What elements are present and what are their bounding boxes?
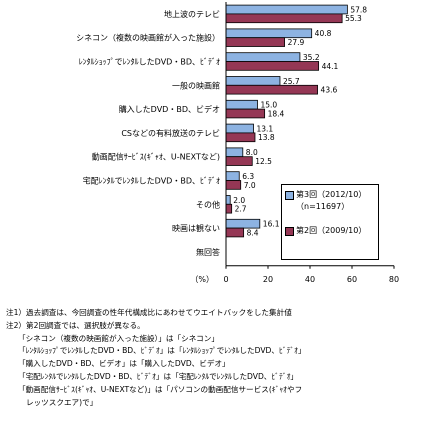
category-label: 購入したDVD・BD、ビデオ	[119, 104, 220, 114]
data-label-series-2: 44.1	[322, 62, 339, 71]
legend-item-series-1-n: （n=11697）	[285, 201, 375, 213]
bar-series-1	[225, 171, 240, 181]
legend-label-series-1: 第3回（2012/10）	[296, 190, 367, 199]
legend-label-series-1-n: （n=11697）	[296, 202, 350, 211]
bar-series-2	[225, 84, 318, 95]
legend-swatch-series-2	[285, 227, 294, 236]
data-label-series-2: 43.6	[321, 86, 338, 95]
data-label-series-2: 13.8	[258, 133, 275, 142]
bar-series-1	[225, 99, 258, 110]
footnotes: 注1）過去調査は、今回調査の性年代構成比にあわせてウエイトバックをした集計値 注…	[6, 307, 426, 409]
bar-series-1	[225, 52, 301, 62]
category-label: 宅配ﾚﾝﾀﾙでﾚﾝﾀﾙしたDVD・BD、ﾋﾞﾃﾞｵ	[83, 176, 220, 186]
note-8: レッツスクエア)で」	[26, 397, 98, 407]
bar-series-2	[225, 203, 233, 214]
bar-series-1	[225, 195, 231, 205]
x-tick-label: 80	[389, 275, 399, 284]
legend-item-series-2: 第2回（2009/10）	[285, 225, 375, 237]
bar-series-1	[225, 28, 313, 39]
category-label: ﾚﾝﾀﾙｼｮｯﾌﾟでﾚﾝﾀﾙしたDVD・BD、ﾋﾞﾃﾞｵ	[79, 58, 220, 67]
note-7: 「動画配信ｻｰﾋﾞｽ(ｷﾞｬｵ、U-NEXTなど)」は「パソコンの動画配信サービ…	[18, 384, 303, 394]
note-2: 注2）第2回調査では、選択肢が異なる。	[6, 320, 145, 330]
data-label-series-2: 12.5	[255, 157, 272, 166]
data-label-series-2: 27.9	[288, 38, 305, 47]
category-label: 一般の映画館	[172, 80, 220, 90]
x-axis-title: （%）	[190, 275, 214, 284]
legend-swatch-series-1	[285, 191, 294, 200]
data-label-series-1: 35.2	[303, 53, 320, 62]
data-label-series-1: 25.7	[283, 77, 300, 86]
bar-series-2	[225, 37, 285, 47]
bar-series-1	[225, 123, 254, 134]
x-tick-label: 60	[347, 275, 357, 284]
bar-series-2	[225, 108, 266, 119]
data-label-series-2: 2.7	[235, 205, 247, 214]
category-label: 動画配信ｻｰﾋﾞｽ(ｷﾞｬｵ、U-NEXTなど)	[92, 152, 220, 162]
note-4: 「ﾚﾝﾀﾙｼｮｯﾌﾟでﾚﾝﾀﾙしたDVD・BD、ﾋﾞﾃﾞｵ」は「ﾚﾝﾀﾙｼｮｯﾌ…	[18, 346, 306, 356]
bar-series-1	[225, 4, 348, 15]
data-label-series-1: 57.8	[350, 5, 367, 14]
bar-series-2	[225, 13, 343, 24]
bar-series-2	[225, 180, 242, 190]
note-5: 「購入したDVD・BD、ビデオ」は「購入したDVD、ビデオ」	[18, 359, 230, 369]
data-label-series-2: 7.0	[244, 181, 256, 190]
note-1: 注1）過去調査は、今回調査の性年代構成比にあわせてウエイトバックをした集計値	[6, 308, 292, 317]
x-tick-label: 0	[223, 275, 228, 284]
category-label: 地上波のテレビ	[164, 9, 220, 19]
bar-series-2	[225, 156, 253, 166]
note-6: 「宅配ﾚﾝﾀﾙでﾚﾝﾀﾙしたDVD・BD、ﾋﾞﾃﾞｵ」は「宅配ﾚﾝﾀﾙでﾚﾝﾀﾙ…	[18, 371, 298, 381]
bar-series-2	[225, 61, 320, 71]
data-label-series-1: 6.3	[242, 172, 254, 181]
x-tick-label: 40	[305, 275, 315, 284]
bar-series-2	[225, 227, 245, 238]
legend-label-series-2: 第2回（2009/10）	[296, 226, 367, 235]
x-tick-label: 20	[263, 275, 273, 284]
data-label-series-2: 18.4	[268, 109, 285, 118]
legend: 第3回（2012/10） （n=11697） 第2回（2009/10）	[281, 184, 379, 260]
data-label-series-1: 13.1	[257, 124, 274, 133]
legend-item-series-1: 第3回（2012/10）	[285, 189, 375, 201]
data-label-series-1: 15.0	[261, 101, 278, 110]
bar-series-1	[225, 76, 281, 86]
bar-series-2	[225, 132, 256, 143]
data-label-series-1: 16.1	[263, 220, 280, 229]
bar-series-1	[225, 147, 244, 158]
category-label: CSなどの有料放送のテレビ	[121, 128, 220, 138]
category-label: 映画は観ない	[172, 223, 220, 233]
data-label-series-1: 2.0	[233, 196, 245, 205]
category-label: その他	[196, 199, 220, 209]
data-label-series-2: 8.4	[247, 228, 259, 237]
data-label-series-2: 55.3	[345, 14, 362, 23]
note-3: 「シネコン（複数の映画館が入った施設）」は「シネコン」	[18, 333, 219, 343]
data-label-series-1: 40.8	[315, 29, 332, 38]
bar-series-1	[225, 218, 261, 229]
category-label: シネコン（複数の映画館が入った施設）	[76, 33, 220, 43]
category-label: 無回答	[196, 247, 220, 257]
data-label-series-1: 8.0	[246, 148, 258, 157]
